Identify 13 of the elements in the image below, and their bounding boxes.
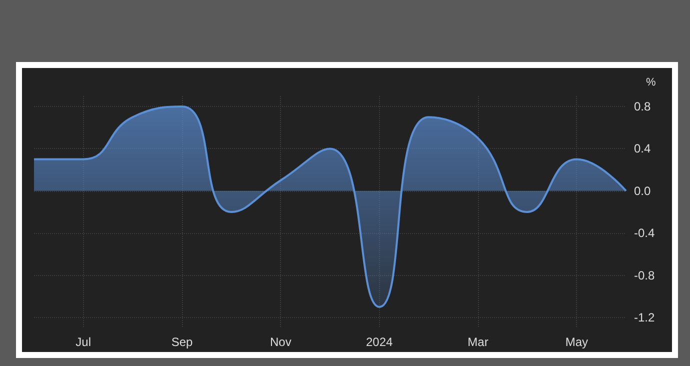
x-tick-label: Sep — [171, 335, 193, 349]
x-tick-label: Nov — [270, 335, 292, 349]
x-tick-label: 2024 — [366, 335, 394, 349]
y-tick-label: 0.0 — [634, 184, 652, 198]
x-tick-label: Jul — [76, 335, 92, 349]
y-tick-label: 0.4 — [634, 142, 652, 156]
y-tick-label: -0.8 — [634, 268, 656, 282]
x-tick-label: May — [565, 335, 588, 349]
y-tick-label: -0.4 — [634, 226, 656, 240]
y-axis-title: % — [646, 76, 656, 88]
y-tick-label: -1.2 — [634, 310, 656, 324]
y-tick-label: 0.8 — [634, 100, 652, 114]
x-tick-label: Mar — [468, 335, 488, 349]
